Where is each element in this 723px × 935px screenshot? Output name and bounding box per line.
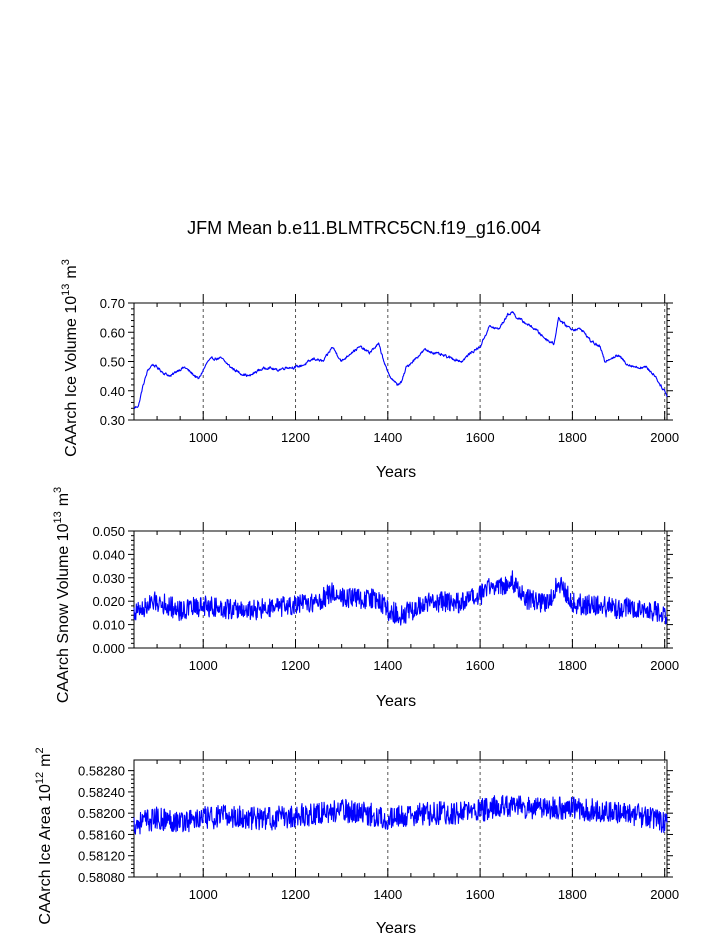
- grid-lines: [202, 760, 666, 877]
- x-ticks: 1000 1200 1400 1600 1800 2000: [133, 522, 679, 673]
- x-axis-label: Years: [376, 464, 416, 481]
- y-tick-label: 0.58200: [78, 806, 125, 821]
- ice-volume-series-line: [133, 311, 668, 409]
- y-tick-label: 0.58160: [78, 827, 125, 842]
- x-tick-label: 1600: [466, 430, 495, 445]
- x-axis-label: Years: [376, 693, 416, 710]
- ice-area-series-line: [133, 794, 668, 835]
- panel-ice-area: 0.58080 0.58120 0.58160 0.58200 0.58240 0.582…: [34, 747, 679, 935]
- x-tick-label: 1400: [373, 430, 402, 445]
- y-tick-label: 0.020: [92, 594, 125, 609]
- x-tick-label: 2000: [650, 887, 679, 902]
- chart-title: JFM Mean b.e11.BLMTRC5CN.f19_g16.004: [187, 218, 541, 239]
- y-axis-label: CAArch Ice Area 1012 m2: [34, 747, 54, 924]
- y-label-text: CAArch Snow Volume 10: [55, 523, 72, 703]
- panel-ice-volume: 0.30 0.40 0.50 0.60 0.70 1000 1200 1400 1600 180…: [60, 259, 679, 481]
- x-tick-label: 1200: [281, 887, 310, 902]
- y-axis-label: CAArch Snow Volume 1013 m3: [52, 487, 72, 703]
- grid-lines: [202, 303, 666, 420]
- y-ticks: 0.30 0.40 0.50 0.60 0.70: [100, 296, 673, 428]
- x-tick-label: 1600: [466, 658, 495, 673]
- x-tick-label: 1400: [373, 658, 402, 673]
- y-ticks: 0.000 0.010 0.020 0.030 0.040 0.050: [92, 524, 673, 656]
- x-tick-label: 1000: [189, 658, 218, 673]
- y-tick-label: 0.70: [100, 296, 125, 311]
- y-label-exponent: 13: [60, 284, 72, 296]
- y-tick-label: 0.030: [92, 571, 125, 586]
- x-tick-label: 1800: [558, 658, 587, 673]
- x-tick-label: 1200: [281, 658, 310, 673]
- y-tick-label: 0.58240: [78, 785, 125, 800]
- y-label-unit: m: [37, 754, 54, 767]
- x-ticks: 1000 1200 1400 1600 1800 2000: [133, 751, 679, 902]
- x-tick-label: 1000: [189, 887, 218, 902]
- y-ticks: 0.58080 0.58120 0.58160 0.58200 0.58240 0.582…: [78, 764, 673, 885]
- y-tick-label: 0.60: [100, 325, 125, 340]
- y-tick-label: 0.40: [100, 384, 125, 399]
- grid-lines: [202, 531, 666, 648]
- x-tick-label: 1400: [373, 887, 402, 902]
- snow-volume-series-line: [133, 570, 668, 626]
- y-tick-label: 0.040: [92, 547, 125, 562]
- y-label-unit-exponent: 3: [60, 259, 72, 265]
- y-label-exponent: 12: [34, 772, 46, 784]
- x-tick-label: 1800: [558, 430, 587, 445]
- x-axis-label: Years: [376, 920, 416, 935]
- y-label-unit: m: [55, 493, 72, 506]
- x-tick-label: 2000: [650, 658, 679, 673]
- y-label-text: CAArch Ice Area 10: [37, 784, 54, 925]
- y-label-exponent: 13: [52, 511, 64, 523]
- x-tick-label: 1800: [558, 887, 587, 902]
- y-tick-label: 0.58280: [78, 764, 125, 779]
- y-label-unit-exponent: 2: [34, 747, 46, 753]
- y-label-unit-exponent: 3: [52, 487, 64, 493]
- x-tick-label: 2000: [650, 430, 679, 445]
- x-tick-label: 1000: [189, 430, 218, 445]
- y-axis-label: CAArch Ice Volume 1013 m3: [60, 259, 80, 457]
- x-tick-label: 1200: [281, 430, 310, 445]
- plot-frame: [133, 530, 668, 649]
- plot-frame: [133, 302, 668, 421]
- y-label-unit: m: [63, 265, 80, 278]
- y-tick-label: 0.000: [92, 641, 125, 656]
- y-tick-label: 0.58120: [78, 849, 125, 864]
- y-tick-label: 0.30: [100, 413, 125, 428]
- x-tick-label: 1600: [466, 887, 495, 902]
- x-ticks: 1000 1200 1400 1600 1800 2000: [133, 294, 679, 445]
- y-label-text: CAArch Ice Volume 10: [63, 296, 80, 457]
- y-tick-label: 0.50: [100, 355, 125, 370]
- y-tick-label: 0.010: [92, 618, 125, 633]
- y-tick-label: 0.58080: [78, 870, 125, 885]
- y-tick-label: 0.050: [92, 524, 125, 539]
